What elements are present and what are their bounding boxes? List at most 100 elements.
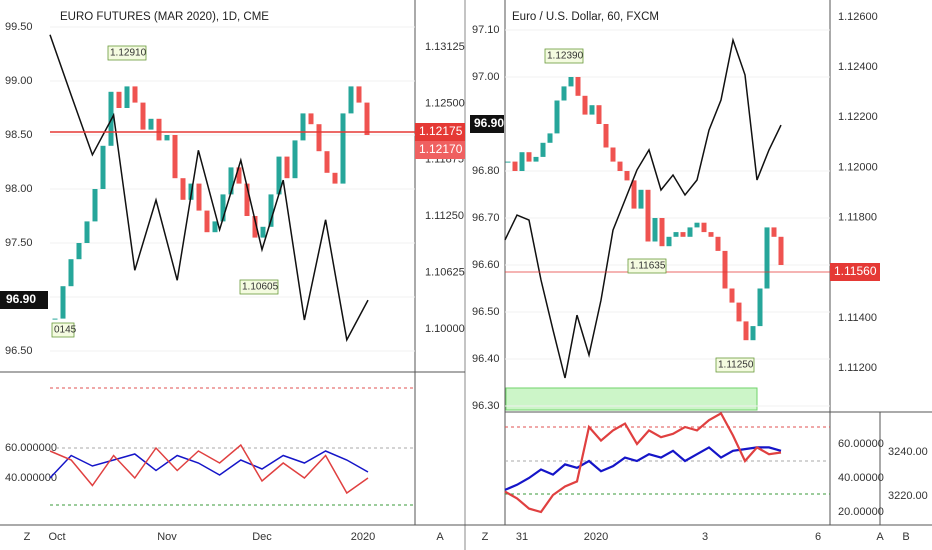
date-label: 31 — [516, 531, 528, 543]
price-tag-label: 1.12175 — [419, 124, 463, 138]
candle — [659, 218, 665, 247]
date-label: 2020 — [584, 531, 608, 543]
candle — [68, 259, 74, 287]
left-tick-label: 96.70 — [472, 212, 500, 224]
candle — [750, 326, 756, 341]
left-tick-label: 96.50 — [472, 306, 500, 318]
chart-title: EURO FUTURES (MAR 2020), 1D, CME — [60, 11, 269, 23]
oscillator-line — [504, 446, 782, 491]
oscillator-line — [49, 443, 369, 495]
candle — [252, 216, 258, 238]
left-tick-label: 96.80 — [472, 165, 500, 177]
candle — [547, 133, 553, 143]
candle — [554, 100, 560, 134]
price-tag-label: 1.11560 — [834, 264, 877, 278]
candle — [268, 194, 274, 227]
chart-title: Euro / U.S. Dollar, 60, FXCM — [512, 11, 659, 23]
candle — [332, 172, 338, 184]
far-tick-label: 3240.00 — [888, 446, 928, 458]
candle — [582, 95, 588, 115]
left-tick-label: 96.40 — [472, 353, 500, 365]
price-tag — [415, 141, 465, 159]
button[interactable]: B — [902, 531, 909, 543]
date-label: 3 — [702, 531, 708, 543]
candle — [512, 161, 518, 171]
candle — [348, 86, 354, 114]
left-tick-label: 99.50 — [5, 21, 33, 33]
candle — [172, 135, 178, 179]
zone — [505, 387, 758, 411]
lower-tick-label: 40.00000 — [838, 472, 884, 484]
candle — [533, 156, 539, 162]
candle — [694, 222, 700, 228]
price-tag — [415, 123, 465, 141]
annotation: 1.11635 — [630, 261, 666, 272]
candle — [84, 221, 90, 243]
button[interactable]: Z — [482, 531, 489, 543]
price-tag-label: 1.12170 — [419, 142, 463, 156]
right-tick-label: 1.12500 — [425, 97, 465, 109]
button[interactable]: A — [876, 531, 884, 543]
candle — [132, 86, 138, 103]
date-label: Nov — [157, 531, 177, 543]
comparison-line — [504, 37, 782, 379]
candle — [100, 145, 106, 189]
date-label: 2020 — [351, 531, 375, 543]
candle — [624, 171, 630, 181]
oscillator-line — [504, 411, 782, 514]
candle — [778, 236, 784, 265]
price-tag — [470, 115, 504, 133]
button[interactable]: A — [436, 531, 444, 543]
candle — [324, 151, 330, 173]
annotation-box — [715, 357, 755, 373]
candle — [260, 226, 266, 238]
candle — [617, 161, 623, 171]
left-tick-label: 98.50 — [5, 129, 33, 141]
candle — [610, 147, 616, 162]
candle — [364, 102, 370, 135]
right-tick-label: 1.11800 — [838, 211, 877, 223]
candle — [736, 302, 742, 322]
right-tick-label: 1.12600 — [838, 11, 878, 23]
left-tick-label: 96.30 — [472, 400, 500, 412]
candle — [708, 232, 714, 237]
comparison-line — [49, 34, 369, 343]
right-tick-label: 1.10000 — [425, 323, 465, 335]
candle — [212, 221, 218, 233]
candle — [276, 156, 282, 195]
candle — [652, 218, 658, 242]
candle — [561, 86, 567, 101]
annotation: 0145 — [54, 325, 77, 336]
candle — [715, 236, 721, 251]
candle — [356, 86, 362, 103]
oscillator-line — [49, 450, 369, 479]
annotation-box — [107, 45, 147, 61]
right-tick-label: 1.11200 — [838, 362, 877, 374]
right-tick-label: 1.11250 — [425, 210, 464, 222]
candle — [340, 113, 346, 184]
price-tag-label: 96.90 — [474, 116, 504, 130]
right-tick-label: 1.12200 — [838, 111, 878, 123]
candle — [124, 86, 130, 108]
lower-tick-label: 60.00000 — [838, 438, 884, 450]
right-tick-label: 1.13125 — [425, 41, 465, 53]
lower-tick-label: 60.000000 — [5, 442, 57, 454]
left-tick-label: 97.10 — [472, 24, 500, 36]
candle — [764, 227, 770, 289]
candle — [645, 189, 651, 242]
candle — [148, 118, 154, 130]
left-tick-label: 97.00 — [472, 71, 500, 83]
candle — [526, 152, 532, 162]
far-tick-label: 3220.00 — [888, 490, 928, 502]
candle — [60, 286, 66, 319]
candle — [180, 178, 186, 200]
candle — [631, 180, 637, 209]
candle — [519, 152, 525, 171]
right-tick-label: 1.12400 — [838, 61, 878, 73]
button[interactable]: Z — [24, 531, 31, 543]
candle — [52, 318, 58, 320]
candle — [701, 222, 707, 233]
date-label: 6 — [815, 531, 821, 543]
candle — [204, 210, 210, 233]
